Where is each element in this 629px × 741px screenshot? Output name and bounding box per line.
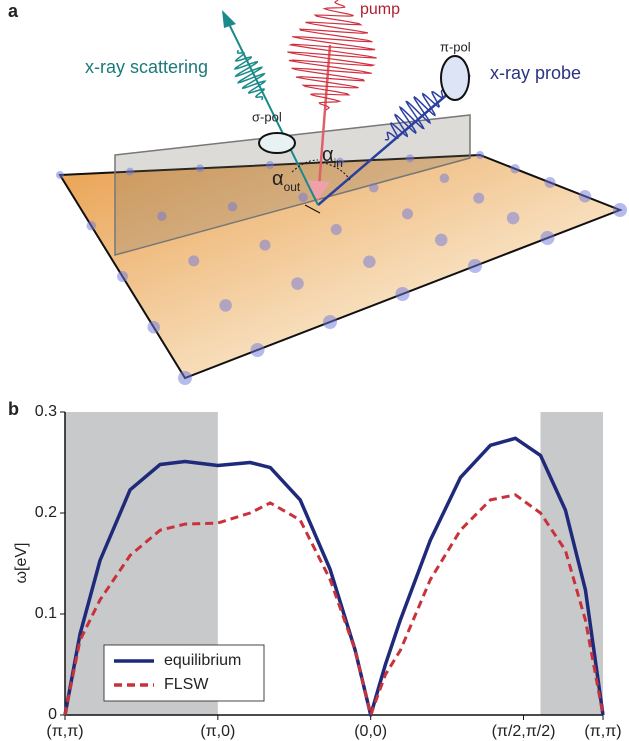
atom [476,151,484,159]
atom [510,164,520,174]
atom [545,177,556,188]
panel-label: a [8,1,19,21]
atom [178,371,192,385]
label: x-ray probe [490,63,581,83]
atom [613,203,627,217]
figure: a pump x-ray scattering σ-pol π-pol x-ra… [0,0,629,741]
atom [323,315,337,329]
atom [219,299,232,312]
atom [473,193,484,204]
atom [117,271,128,282]
arrowhead [222,10,236,28]
y-tick-label: 0.1 [35,605,57,622]
x-tick-label: (0,0) [354,723,387,740]
atom [228,202,238,212]
atom [579,190,592,203]
atom [363,256,376,269]
scatter-wave [235,50,265,100]
atom [157,212,167,222]
atom [188,255,199,266]
y-axis-label: ω[eV] [13,543,30,584]
y-tick-label: 0.2 [35,504,57,521]
atom [402,208,413,219]
atom [148,321,161,334]
atom [369,183,379,193]
pi-polarizer [441,56,469,100]
atom [291,277,304,290]
atom [468,259,482,273]
atom [87,221,97,231]
panel-a: a pump x-ray scattering σ-pol π-pol x-ra… [8,0,627,385]
symbol: α [322,144,334,166]
label: π-pol [440,39,471,54]
label: σ-pol [252,109,282,124]
x-tick-label: (π,0) [200,723,235,740]
label: pump [360,1,400,18]
legend-label: FLSW [164,676,209,693]
atom [406,154,414,162]
atom [260,240,271,251]
x-tick-label: (π,π) [584,723,621,740]
atom [435,234,448,247]
atom [331,224,342,235]
subscript: in [334,156,343,170]
atom [507,212,520,225]
sigma-polarizer [259,133,295,153]
x-tick-label: (π/2,π/2) [492,723,556,740]
symbol: α [272,168,284,190]
atom [396,287,410,301]
y-tick-label: 0 [48,706,57,723]
atom [196,164,204,172]
atom [56,171,64,179]
x-tick-label: (π,π) [46,723,83,740]
atom [126,168,134,176]
atom [251,343,265,357]
legend-label: equilibrium [164,652,241,669]
atom [440,174,450,184]
panel-label: b [8,399,19,419]
y-tick-label: 0.3 [35,403,57,420]
panel-b: b ω[eV] 0 0.1 0.2 0.3 (π,π) (π,0) (0,0) (π/2,π/… [8,399,622,740]
subscript: out [284,180,301,194]
atom [541,231,555,245]
label: x-ray scattering [85,57,208,77]
